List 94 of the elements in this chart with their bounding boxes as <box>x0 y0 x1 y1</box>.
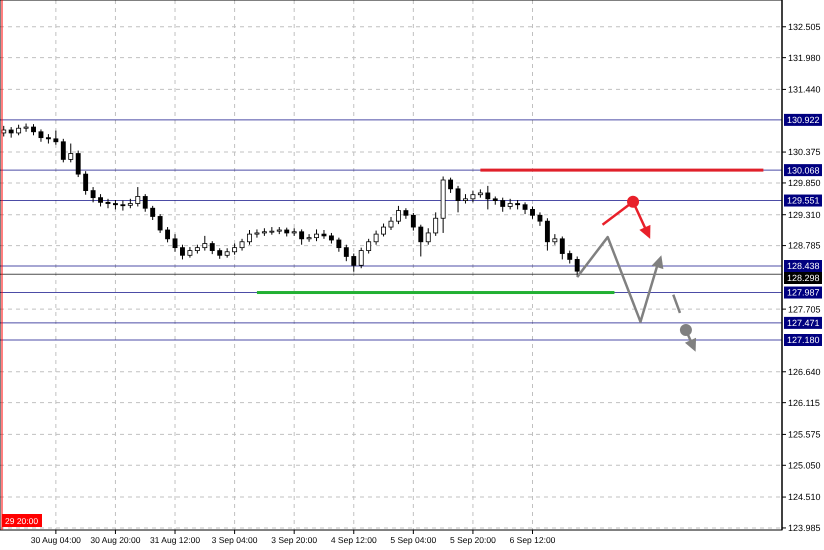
y-tick-label: 126.640 <box>788 366 821 377</box>
candlestick <box>232 243 238 256</box>
candlestick <box>336 237 342 252</box>
candlestick <box>247 230 252 246</box>
candlestick <box>544 218 550 252</box>
ref-line-label: 128.298 <box>787 273 820 284</box>
candlestick <box>530 206 535 220</box>
candlestick <box>172 234 178 252</box>
candlestick <box>403 208 408 220</box>
candlestick <box>463 194 468 204</box>
ref-line-label: 129.551 <box>787 196 820 206</box>
candlestick <box>210 240 215 255</box>
candlestick <box>538 212 542 226</box>
y-tick-label: 128.785 <box>788 240 821 251</box>
candlestick <box>202 235 208 252</box>
y-tick-label: 132.505 <box>788 22 821 32</box>
candlestick <box>217 248 222 260</box>
candlestick <box>150 205 156 220</box>
candlestick <box>53 130 58 146</box>
x-tick-label: 5 Sep 04:00 <box>390 535 437 545</box>
candlestick <box>31 124 36 136</box>
candlestick <box>522 202 528 215</box>
candlestick <box>426 228 431 246</box>
candlestick <box>60 138 66 163</box>
y-tick-label: 123.985 <box>788 523 821 534</box>
candlestick <box>142 194 148 212</box>
x-tick-label: 30 Aug 20:00 <box>90 535 141 545</box>
candlestick <box>180 244 185 260</box>
ref-line-label: 127.180 <box>787 335 820 346</box>
y-tick-label: 130.375 <box>788 147 821 158</box>
ref-line-label: 130.922 <box>787 115 820 126</box>
y-tick-label: 131.440 <box>788 84 821 95</box>
candlestick <box>46 134 51 144</box>
y-tick-label: 131.980 <box>788 52 821 63</box>
candlestick <box>120 200 126 212</box>
candlestick <box>240 238 244 252</box>
y-tick-label: 125.050 <box>788 460 821 470</box>
candlestick <box>106 198 110 209</box>
candlestick <box>396 205 401 225</box>
y-tick-label: 124.510 <box>788 492 821 502</box>
ref-line-label: 127.471 <box>787 318 820 328</box>
annotation: 29 20:00 <box>5 516 38 526</box>
candlestick <box>38 128 44 142</box>
candlestick <box>381 223 386 237</box>
candlestick <box>508 198 513 210</box>
y-tick-label: 126.115 <box>788 398 820 408</box>
candlestick <box>344 244 349 262</box>
candlestick <box>366 238 372 254</box>
x-tick-label: 3 Sep 20:00 <box>271 535 318 545</box>
candlestick <box>410 212 416 232</box>
candlestick <box>314 228 319 242</box>
x-tick-label: 31 Aug 12:00 <box>150 535 200 545</box>
candlestick <box>8 126 14 138</box>
candlestick <box>448 177 454 194</box>
ref-line-label: 127.987 <box>787 288 820 298</box>
ref-line-label: 128.438 <box>787 261 820 272</box>
candlestick <box>135 186 140 207</box>
candlestick <box>224 248 230 258</box>
candlestick <box>433 212 438 236</box>
x-tick-label: 5 Sep 20:00 <box>450 535 496 545</box>
candlestick <box>470 190 476 203</box>
candlestick <box>83 170 88 196</box>
candlestick <box>500 197 506 212</box>
candlestick <box>187 246 192 258</box>
candlestick <box>560 236 565 260</box>
x-tick-label: 3 Sep 04:00 <box>212 535 258 545</box>
candlestick <box>485 185 490 210</box>
candlestick <box>567 250 572 264</box>
x-tick-label: 30 Aug 04:00 <box>30 535 82 545</box>
y-tick-label: 129.850 <box>788 178 821 188</box>
candlestick <box>456 185 460 213</box>
y-tick-label: 125.575 <box>788 430 821 440</box>
x-tick-label: 4 Sep 12:00 <box>330 535 377 545</box>
candlestick <box>358 247 364 269</box>
candlestick <box>328 232 334 244</box>
candlestick <box>374 230 379 246</box>
candlestick <box>165 226 170 243</box>
candlestick <box>418 224 424 257</box>
candlestick <box>388 216 394 230</box>
y-tick-label: 129.310 <box>788 210 821 220</box>
ref-line-label: 130.068 <box>787 165 820 176</box>
candlestick <box>552 234 558 246</box>
x-tick-label: 6 Sep 12:00 <box>510 535 556 545</box>
candlestick <box>128 198 133 209</box>
candlestick <box>299 228 304 246</box>
candlestick <box>90 186 96 203</box>
candlestick <box>98 194 103 207</box>
candlestick <box>112 200 118 210</box>
candlestick <box>515 200 520 210</box>
candlestick <box>68 143 74 163</box>
y-tick-label: 127.705 <box>788 304 821 314</box>
candlestick <box>158 214 163 234</box>
candlestick <box>16 124 22 136</box>
candlestick <box>76 150 81 178</box>
